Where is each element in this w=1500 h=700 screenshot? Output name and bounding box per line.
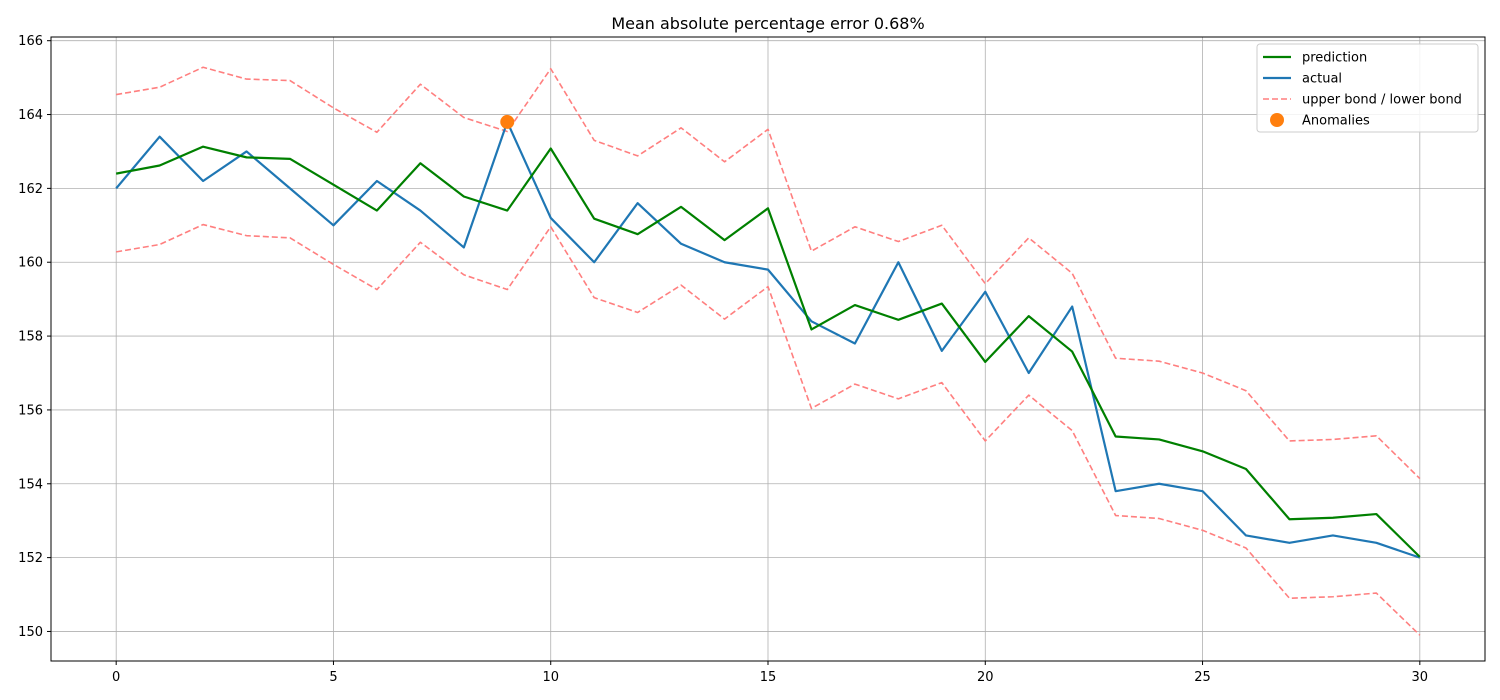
legend-label: upper bond / lower bond [1302,93,1462,108]
legend: prediction actual upper bond / lower bond A… [1256,43,1479,133]
legend-label: prediction [1302,51,1367,66]
x-tick-label: 25 [1194,670,1211,685]
chart-title: Mean absolute percentage error 0.68% [611,14,924,33]
y-tick-label: 160 [18,256,43,271]
anomaly-point [500,114,515,129]
x-tick-label: 0 [112,670,120,685]
series-line-actual [115,120,1421,559]
x-tick-label: 10 [542,670,559,685]
series-line-upper-bond-lower-bond [116,66,1421,480]
legend-label: actual [1302,72,1342,87]
y-tick-label: 166 [18,34,43,49]
y-tick-label: 164 [18,108,43,123]
x-tick-label: 20 [977,670,994,685]
y-tick-label: 152 [18,551,43,566]
series-line-prediction [115,145,1421,558]
y-tick-label: 158 [18,330,43,345]
legend-label: Anomalies [1302,114,1370,129]
tick-layer: 0 5 10 15 20 25 30 150 152 154 156 158 160 162 164 166 [18,34,1428,685]
x-tick-label: 15 [760,670,777,685]
y-tick-label: 156 [18,403,43,418]
y-tick-label: 154 [18,477,43,492]
anomaly-layer [500,114,515,129]
x-tick-label: 5 [329,670,337,685]
legend-box [1256,43,1479,133]
series-line-lower-bound [116,223,1421,636]
legend-marker-anomalies [1270,113,1284,127]
x-tick-label: 30 [1412,670,1429,685]
y-tick-label: 162 [18,182,43,197]
y-tick-label: 150 [18,625,43,640]
series-layer [115,66,1421,636]
